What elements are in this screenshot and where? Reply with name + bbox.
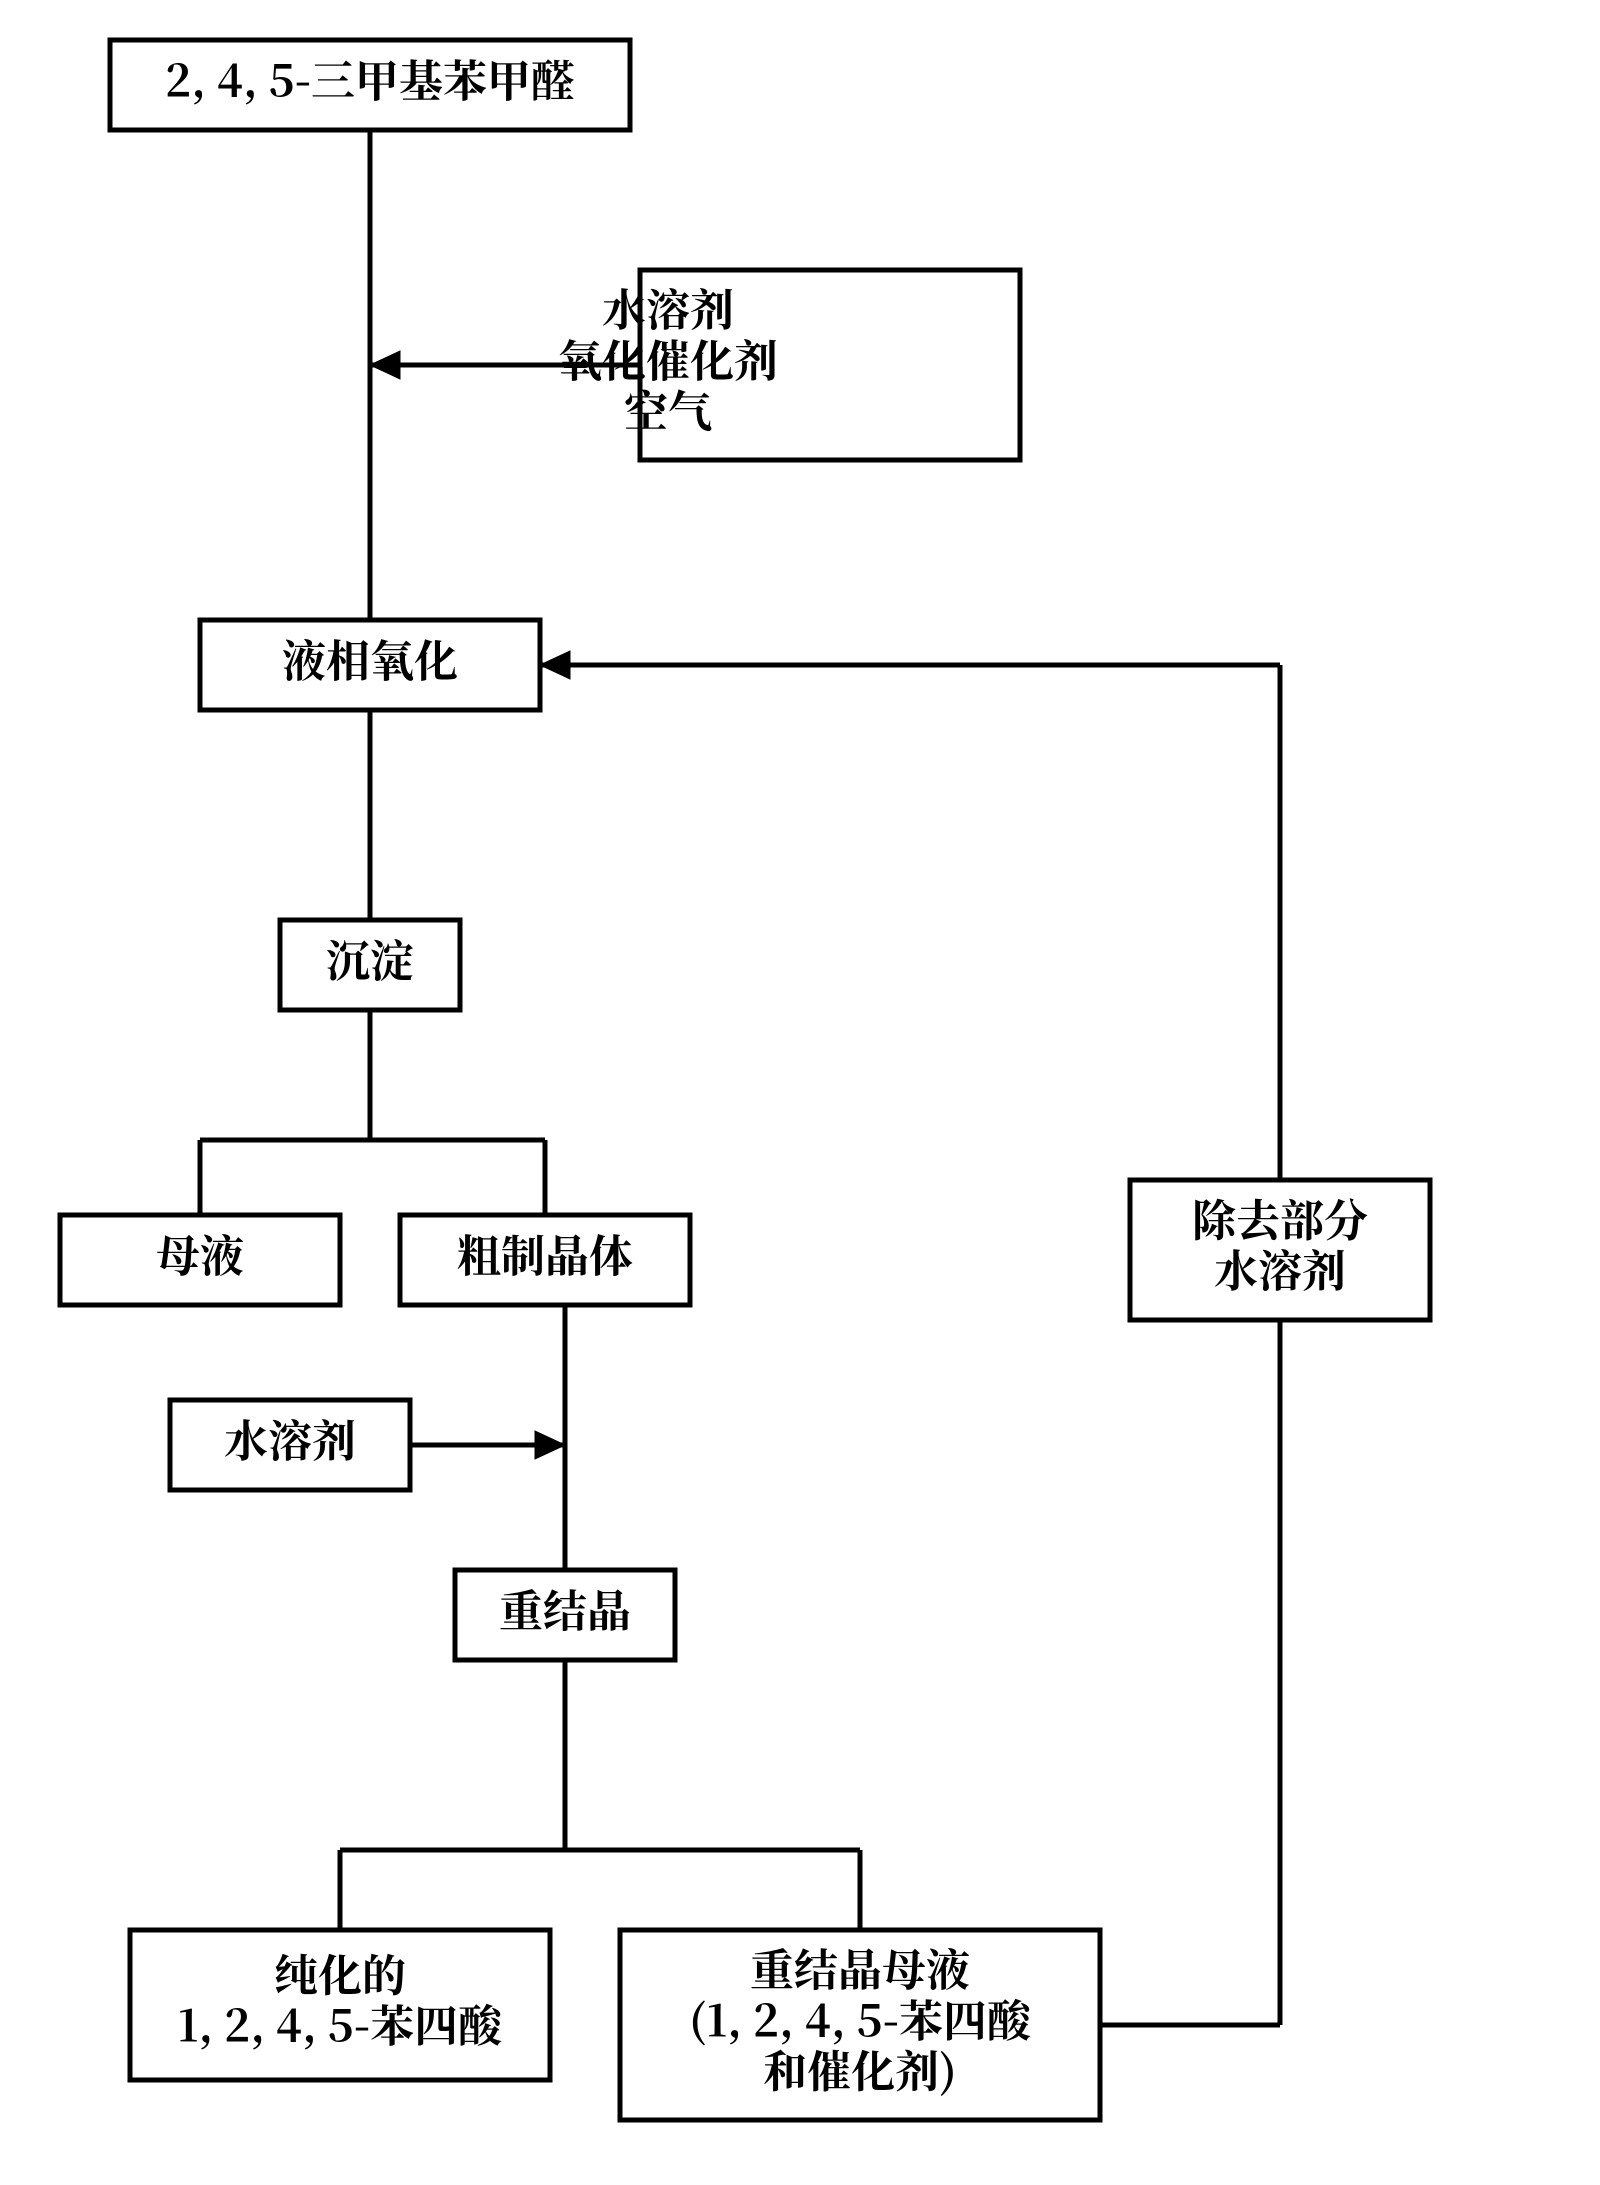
node-n_mother: 母液: [60, 1215, 340, 1305]
node-n_inputs-label-2: 空气: [624, 376, 712, 440]
node-n_mother-label-0: 母液: [156, 1220, 244, 1284]
node-n_precip-label-0: 沉淀: [326, 925, 414, 989]
node-n_rml: 重结晶母液(1, 2, 4, 5-苯四酸和催化剂): [620, 1930, 1100, 2120]
node-n_pure-label-1: 1, 2, 4, 5-苯四酸: [178, 1991, 505, 2055]
node-n_inputs: 水溶剂氧化催化剂空气: [558, 270, 1020, 460]
node-n_crude: 粗制晶体: [400, 1215, 690, 1305]
node-n_crude-label-0: 粗制晶体: [457, 1220, 633, 1284]
node-n_precip: 沉淀: [280, 920, 460, 1010]
node-n_recrys-label-0: 重结晶: [499, 1575, 631, 1639]
node-n_solvent2-label-0: 水溶剂: [224, 1405, 356, 1469]
node-n_start-label-0: 2, 4, 5-三甲基苯甲醛: [165, 45, 575, 109]
node-n_oxid: 液相氧化: [200, 620, 540, 710]
node-n_start: 2, 4, 5-三甲基苯甲醛: [110, 40, 630, 130]
node-n_solvent2: 水溶剂: [170, 1400, 410, 1490]
node-n_rml-label-2: 和催化剂): [763, 2036, 957, 2100]
node-n_pure: 纯化的1, 2, 4, 5-苯四酸: [130, 1930, 550, 2080]
node-n_oxid-label-0: 液相氧化: [282, 625, 458, 689]
node-n_remove: 除去部分水溶剂: [1130, 1180, 1430, 1320]
node-n_remove-label-1: 水溶剂: [1214, 1236, 1346, 1300]
node-n_recrys: 重结晶: [455, 1570, 675, 1660]
